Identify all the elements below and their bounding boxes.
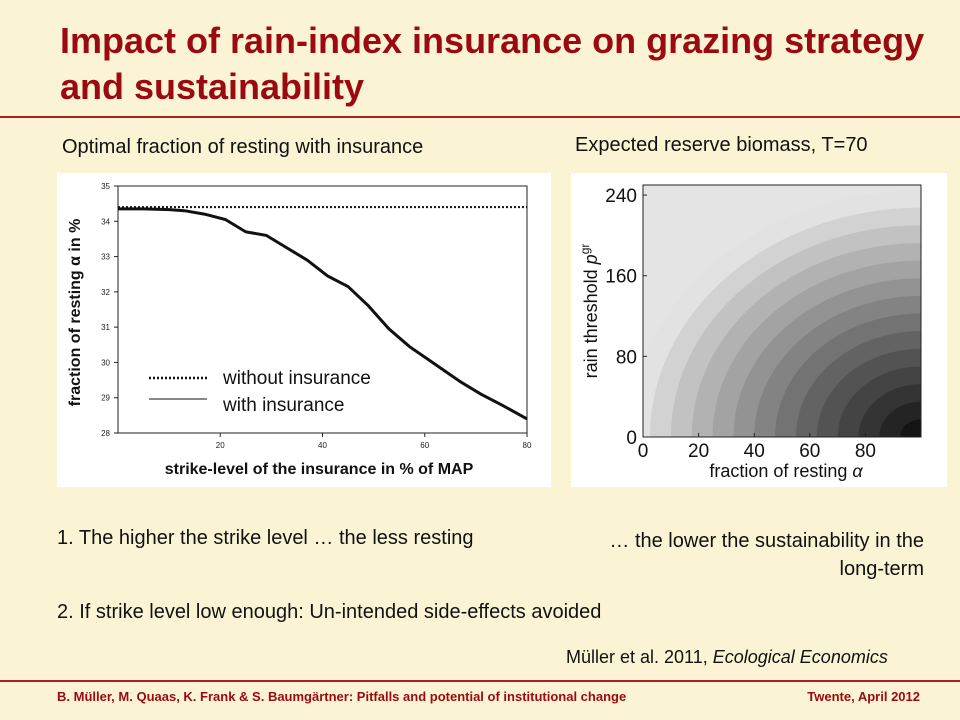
heatmap-y-tick-label: 240 (605, 186, 637, 207)
line-chart-panel: 28 29 30 31 32 33 34 35 20 40 60 80 without insuranc… (57, 173, 551, 487)
series-line-with-insurance (118, 207, 528, 421)
heatmap-x-tick-label: 20 (688, 441, 709, 462)
heatmap-x-tick-label: 0 (638, 441, 649, 462)
title-divider (0, 116, 960, 118)
x-tick-label: 80 (523, 441, 532, 450)
point-1-right: … the lower the sustainability in the lo… (609, 530, 924, 580)
footer-authors: B. Müller, M. Quaas, K. Frank & S. Baumg… (57, 689, 627, 704)
heatmap-panel: 0 80 160 240 0 20 40 60 80 rain threshold pgr frac… (571, 173, 947, 487)
y-tick-label: 28 (101, 429, 110, 438)
heatmap-y-tick-label: 160 (605, 267, 637, 288)
heatmap-y-axis-title-var: p (581, 254, 601, 265)
y-axis-title: fraction of resting α in % (67, 219, 84, 407)
x-tick-label: 40 (318, 441, 327, 450)
y-tick-label: 29 (101, 394, 110, 403)
left-chart-caption: Optimal fraction of resting with insuran… (62, 136, 424, 158)
heatmap-band (900, 419, 921, 437)
footer-divider (0, 680, 960, 682)
heatmap-frame (642, 184, 922, 438)
y-tick-label: 30 (101, 358, 110, 367)
point-2: 2. If strike level low enough: Un-intend… (57, 601, 602, 623)
heatmap-x-axis-title: fraction of resting α (709, 461, 863, 481)
right-chart-caption: Expected reserve biomass, T=70 (575, 134, 868, 156)
slide-title: Impact of rain-index insurance on grazin… (60, 20, 925, 107)
heatmap-x-tick-label: 60 (799, 441, 820, 462)
heatmap-y-tick-label: 80 (616, 347, 637, 368)
x-tick-label: 20 (216, 441, 225, 450)
heatmap-y-axis-title: rain threshold pgr (578, 244, 601, 379)
y-tick-label: 31 (101, 323, 110, 332)
line-chart: 28 29 30 31 32 33 34 35 20 40 60 80 without insuranc… (67, 182, 532, 478)
y-tick-label: 34 (101, 217, 110, 226)
citation-authors: Müller et al. 2011, (566, 647, 713, 667)
citation-journal: Ecological Economics (712, 647, 888, 667)
heatmap-bands (643, 185, 921, 437)
heatmap-y-axis-title-sup: gr (578, 244, 592, 255)
y-tick-label: 35 (101, 182, 110, 191)
heatmap-y-tick-label: 0 (626, 428, 637, 449)
x-axis-title: strike-level of the insurance in % of MA… (165, 461, 474, 478)
y-tick-label: 33 (101, 253, 110, 262)
heatmap-x-tick-label: 40 (744, 441, 765, 462)
footer-date-location: Twente, April 2012 (807, 689, 920, 704)
y-tick-label: 32 (101, 288, 110, 297)
citation: Müller et al. 2011, Ecological Economics (566, 647, 888, 668)
point-1-left: 1. The higher the strike level … the les… (57, 527, 474, 549)
legend-label-without-insurance: without insurance (222, 368, 371, 389)
x-tick-label: 60 (420, 441, 429, 450)
heatmap-x-axis-title-var: α (852, 461, 863, 481)
heatmap-x-axis-title-main: fraction of resting (709, 461, 852, 481)
heatmap-chart: 0 80 160 240 0 20 40 60 80 rain threshold pgr frac… (578, 184, 922, 481)
legend-label-with-insurance: with insurance (222, 395, 344, 416)
heatmap-y-axis-title-main: rain threshold (581, 264, 601, 378)
heatmap-x-tick-label: 80 (855, 441, 876, 462)
